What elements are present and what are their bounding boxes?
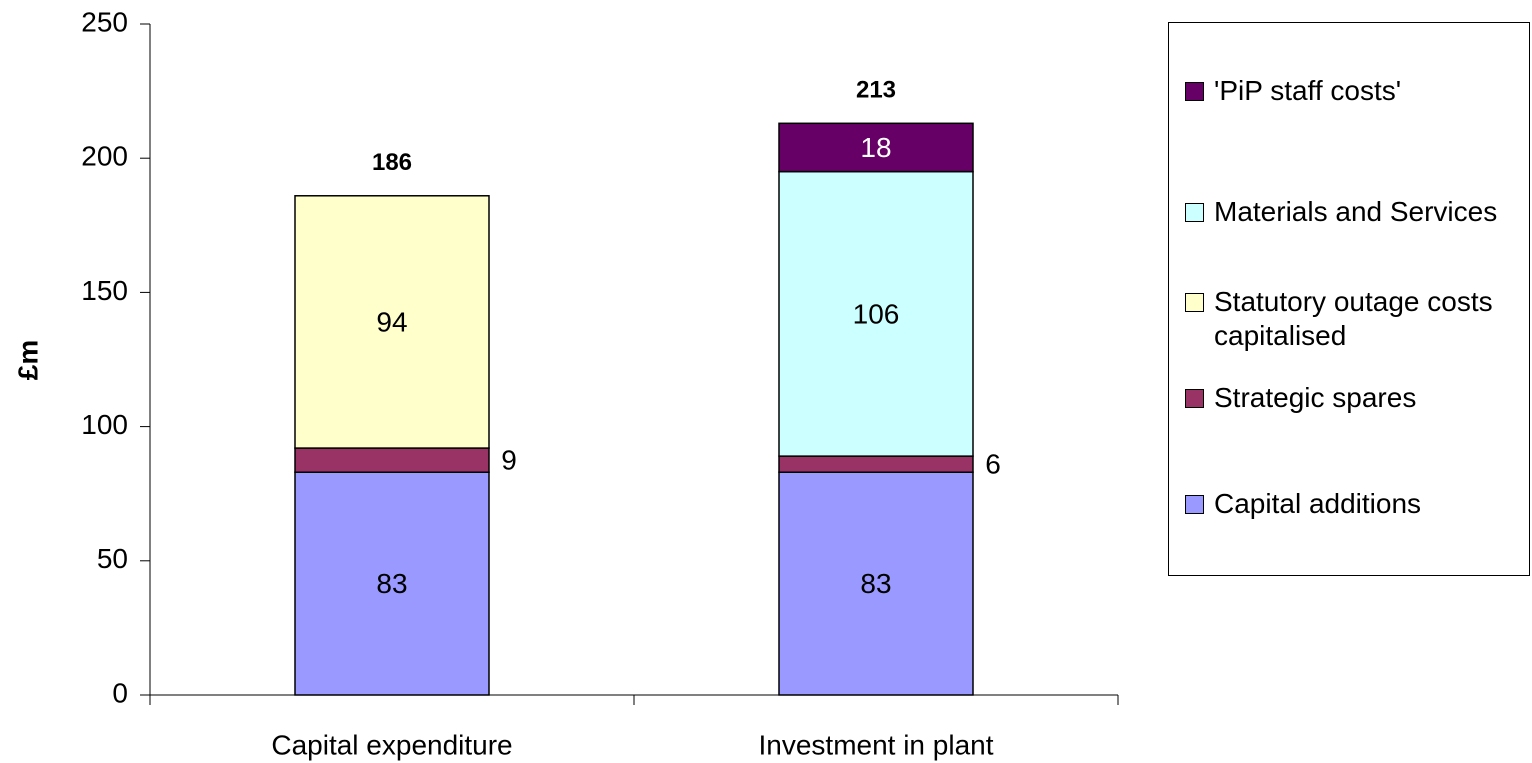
- legend-item: Capital additions: [1185, 487, 1515, 521]
- bar-segment: [294, 447, 490, 473]
- legend-item: 'PiP staff costs': [1185, 74, 1515, 108]
- data-label: 9: [501, 445, 517, 476]
- y-tick-label: 0: [112, 677, 128, 708]
- legend-label: 'PiP staff costs': [1214, 75, 1402, 106]
- bar-segment: [778, 455, 974, 473]
- legend-swatch: [1185, 495, 1204, 514]
- y-tick-label: 50: [97, 543, 128, 574]
- x-tick-label: Investment in plant: [758, 729, 993, 760]
- data-label: 83: [860, 568, 891, 599]
- bar-segment: [294, 471, 490, 696]
- legend: 'PiP staff costs' Materials and Services S…: [1168, 22, 1530, 576]
- data-label: 94: [376, 306, 407, 337]
- total-label: 213: [856, 77, 896, 104]
- y-tick-label: 250: [81, 6, 128, 37]
- data-label: 83: [376, 568, 407, 599]
- bar-segment: [778, 471, 974, 696]
- y-tick-label: 200: [81, 141, 128, 172]
- legend-swatch: [1185, 293, 1204, 312]
- data-label: 6: [985, 449, 1001, 480]
- legend-swatch: [1185, 82, 1204, 101]
- legend-item: Materials and Services: [1185, 195, 1515, 229]
- legend-label: Strategic spares: [1214, 382, 1417, 413]
- total-label: 186: [372, 149, 412, 176]
- legend-label: Materials and Services: [1214, 196, 1498, 227]
- bar-segment: [294, 195, 490, 449]
- data-label: 106: [853, 298, 900, 329]
- y-axis-label: £m: [12, 340, 43, 380]
- bar-segment: [778, 122, 974, 173]
- legend-label: Statutory outage costs capitalised: [1214, 286, 1493, 351]
- bar-segment: [778, 170, 974, 457]
- legend-swatch: [1185, 389, 1204, 408]
- legend-label: Capital additions: [1214, 488, 1422, 519]
- x-tick-label: Capital expenditure: [271, 729, 512, 760]
- y-tick-label: 150: [81, 275, 128, 306]
- y-tick-label: 100: [81, 409, 128, 440]
- legend-item: Statutory outage costs capitalised: [1185, 285, 1515, 353]
- data-label: 18: [860, 132, 891, 163]
- legend-swatch: [1185, 203, 1204, 222]
- legend-item: Strategic spares: [1185, 381, 1515, 415]
